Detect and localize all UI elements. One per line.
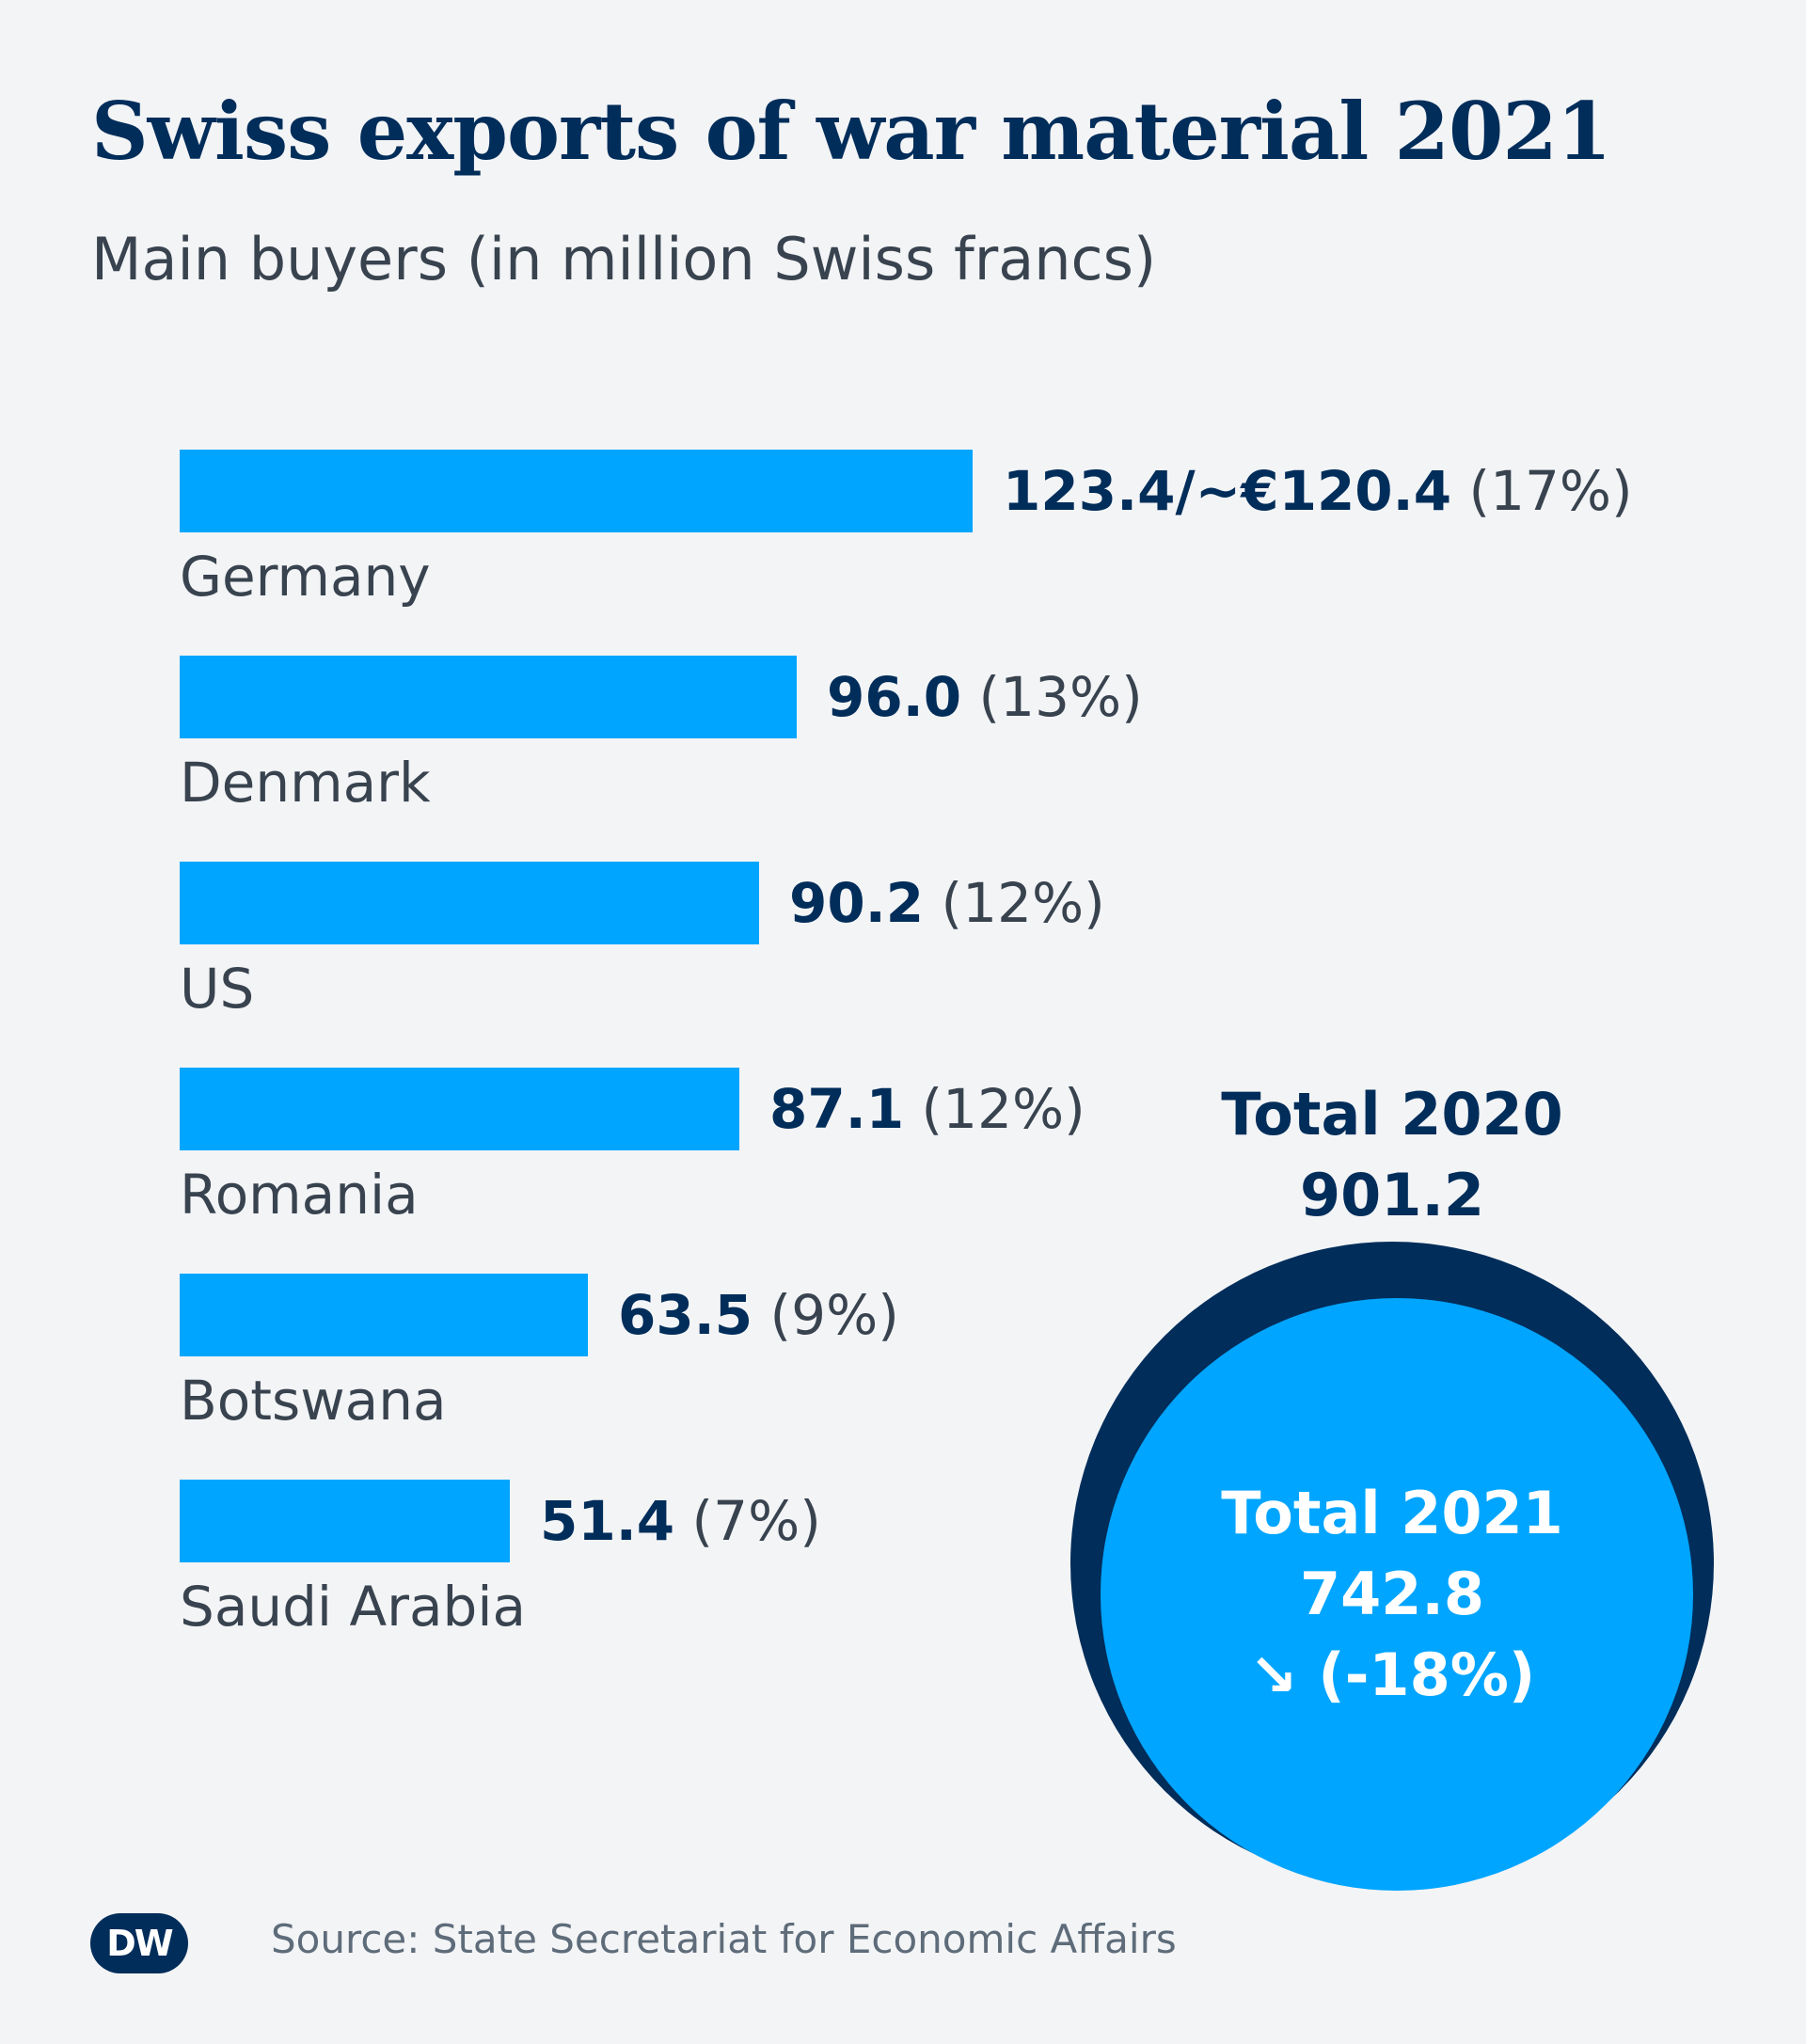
total-change-label: ↘ (-18%)	[1248, 1640, 1536, 1709]
bar-value: 123.4/~€120.4	[1003, 459, 1452, 523]
total-2021: Total 2021 742.8 ↘ (-18%)	[1110, 1473, 1674, 1716]
bar-botswana	[180, 1274, 588, 1356]
bar-value: 51.4	[540, 1489, 675, 1553]
bar-value: 90.2	[789, 871, 925, 935]
bar-value-label: 90.2 (12%)	[789, 870, 1105, 936]
bar-germany	[180, 450, 973, 532]
bar-category-label: Saudi Arabia	[180, 1575, 527, 1639]
bar-category-label: Germany	[180, 545, 431, 609]
bar-denmark	[180, 656, 797, 738]
bar-value-label: 51.4 (7%)	[540, 1488, 821, 1554]
bar-value-label: 87.1 (12%)	[769, 1076, 1085, 1142]
bar-share: (9%)	[769, 1283, 899, 1347]
bar-romania	[180, 1068, 739, 1150]
bar-value: 63.5	[618, 1283, 753, 1347]
bar-value-label: 63.5 (9%)	[618, 1282, 899, 1348]
chart-title: Swiss exports of war material 2021	[91, 85, 1611, 178]
total-2020: Total 2020 901.2	[1110, 1074, 1674, 1236]
bar-share: (13%)	[978, 665, 1143, 729]
bar-saudi-arabia	[180, 1480, 510, 1562]
bar-category-label: Denmark	[180, 751, 431, 815]
total-2020-label: Total 2020	[1221, 1080, 1563, 1149]
bar-share: (7%)	[691, 1489, 821, 1553]
bar-value-label: 96.0 (13%)	[827, 664, 1143, 730]
chart-subtitle: Main buyers (in million Swiss francs)	[91, 225, 1157, 293]
bar-value: 87.1	[769, 1077, 905, 1141]
bar-category-label: Romania	[180, 1163, 419, 1227]
total-2021-value: 742.8	[1299, 1560, 1485, 1628]
bar-us	[180, 862, 759, 944]
dw-logo: DW	[90, 1913, 188, 1973]
bar-share: (12%)	[921, 1077, 1085, 1141]
total-2021-label: Total 2021	[1221, 1479, 1563, 1547]
bar-category-label: US	[180, 957, 255, 1021]
total-2020-value: 901.2	[1299, 1161, 1485, 1229]
bar-share: (12%)	[941, 871, 1105, 935]
total-2021-circle	[1101, 1298, 1693, 1891]
bar-value-label: 123.4/~€120.4 (17%)	[1003, 458, 1633, 524]
bar-value: 96.0	[827, 665, 962, 729]
source-note: Source: State Secretariat for Economic A…	[271, 1916, 1177, 1962]
bar-share: (17%)	[1468, 459, 1633, 523]
bar-category-label: Botswana	[180, 1369, 447, 1433]
